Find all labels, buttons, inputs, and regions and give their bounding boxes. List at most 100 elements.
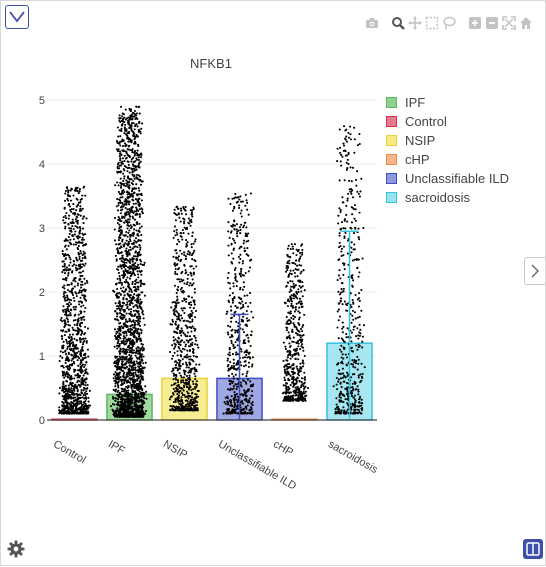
bar-nsip[interactable] [162,378,207,420]
data-point [232,292,234,294]
data-point [247,404,249,406]
data-point [71,235,73,237]
data-point [182,381,184,383]
data-point [180,210,182,212]
data-point [123,258,125,260]
data-point [140,260,142,262]
data-point [137,276,139,278]
data-point [143,317,145,319]
points-chp[interactable] [282,243,309,402]
data-point [136,300,138,302]
data-point [129,278,131,280]
data-point [294,263,296,265]
data-point [120,308,122,310]
data-point [307,387,309,389]
data-point [77,365,79,367]
data-point [112,410,114,412]
data-point [183,320,185,322]
data-point [293,324,295,326]
data-point [76,199,78,201]
data-point [187,278,189,280]
data-point [130,379,132,381]
data-point [233,367,235,369]
data-point [240,364,242,366]
data-point [64,226,66,228]
data-point [229,348,231,350]
data-point [183,312,185,314]
data-point [66,315,68,317]
data-point [129,258,131,260]
data-point [132,372,134,374]
data-point [292,315,294,317]
data-point [189,321,191,323]
data-point [72,329,74,331]
data-point [73,260,75,262]
data-point [196,407,198,409]
data-point [252,401,254,403]
data-point [286,269,288,271]
data-point [290,305,292,307]
data-point [175,257,177,259]
data-point [125,247,127,249]
data-point [68,336,70,338]
data-point [287,379,289,381]
data-point [291,300,293,302]
data-point [66,342,68,344]
data-point [194,291,196,293]
data-point [177,328,179,330]
data-point [80,284,82,286]
data-point [296,365,298,367]
data-point [117,250,119,252]
data-point [245,375,247,377]
data-point [67,373,69,375]
data-point [293,367,295,369]
data-point [78,301,80,303]
data-point [186,327,188,329]
data-point [134,372,136,374]
data-point [139,176,141,178]
data-point [114,400,116,402]
data-point [64,272,66,274]
data-point [140,156,142,158]
data-point [62,305,64,307]
data-point [139,270,141,272]
data-point [175,379,177,381]
data-point [128,138,130,140]
data-point [242,412,244,414]
data-point [194,316,196,318]
data-point [126,208,128,210]
data-point [132,180,134,182]
data-point [88,401,90,403]
data-point [246,395,248,397]
data-point [248,319,250,321]
points-control[interactable] [58,186,91,415]
points-ipf[interactable] [110,106,148,418]
data-point [137,374,139,376]
data-point [128,164,130,166]
data-point [66,348,68,350]
data-point [230,230,232,232]
data-point [136,177,138,179]
data-point [61,317,63,319]
data-point [126,334,128,336]
data-point [129,325,131,327]
data-point [127,401,129,403]
data-point [132,206,134,208]
data-point [249,292,251,294]
data-point [125,145,127,147]
data-point [175,374,177,376]
data-point [139,208,141,210]
data-point [130,366,132,368]
data-point [121,265,123,267]
data-point [67,357,69,359]
data-point [129,246,131,248]
data-point [171,358,173,360]
data-point [64,300,66,302]
data-point [64,297,66,299]
data-point [79,229,81,231]
data-point [141,122,143,124]
data-point [240,382,242,384]
data-point [180,235,182,237]
data-point [175,401,177,403]
